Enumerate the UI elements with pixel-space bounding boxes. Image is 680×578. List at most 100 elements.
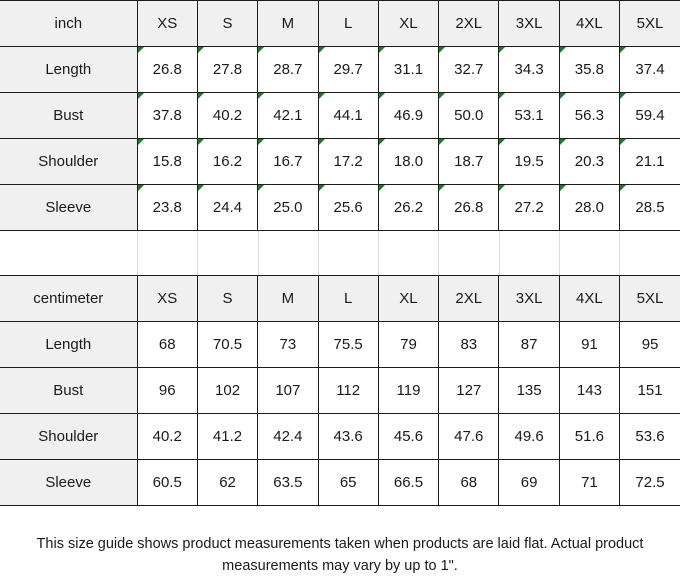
table-row: Shoulder 15.8 16.2 16.7 17.2 18.0 18.7 1… — [0, 138, 680, 185]
inch-shoulder-s: 16.2 — [196, 138, 259, 185]
inch-shoulder-2xl: 18.7 — [438, 138, 500, 185]
inch-length-m: 28.7 — [257, 46, 319, 93]
cm-row-label-sleeve: Sleeve — [0, 459, 138, 506]
cm-size-header-l: L — [317, 275, 379, 322]
inch-length-5xl: 37.4 — [619, 46, 680, 93]
spacer-cell — [257, 231, 318, 275]
spacer-cell — [559, 231, 619, 275]
spacer-cell — [317, 231, 378, 275]
table-row: Length 26.8 27.8 28.7 29.7 31.1 32.7 34.… — [0, 46, 680, 93]
spacer-cell — [438, 231, 498, 275]
inch-bust-xs: 37.8 — [136, 92, 198, 139]
inch-shoulder-4xl: 20.3 — [558, 138, 621, 185]
cm-sleeve-s: 62 — [196, 459, 259, 506]
inch-size-header-3xl: 3XL — [498, 0, 560, 47]
cm-unit-label: centimeter — [0, 275, 138, 322]
cm-bust-2xl: 127 — [438, 367, 500, 414]
cm-sleeve-xs: 60.5 — [136, 459, 198, 506]
inch-size-header-xs: XS — [136, 0, 198, 47]
inch-sleeve-s: 24.4 — [196, 184, 259, 231]
table-spacer-row — [0, 231, 680, 275]
spacer-cell — [498, 231, 559, 275]
cm-shoulder-3xl: 49.6 — [498, 413, 560, 460]
inch-shoulder-l: 17.2 — [317, 138, 379, 185]
inch-bust-m: 42.1 — [257, 92, 319, 139]
inch-size-table: inch XS S M L XL 2XL 3XL 4XL 5XL Length … — [0, 0, 680, 231]
cm-length-xs: 68 — [136, 321, 198, 368]
inch-table-body: Length 26.8 27.8 28.7 29.7 31.1 32.7 34.… — [0, 46, 680, 231]
inch-length-s: 27.8 — [196, 46, 259, 93]
cm-sleeve-5xl: 72.5 — [619, 459, 680, 506]
inch-shoulder-3xl: 19.5 — [498, 138, 560, 185]
inch-length-xs: 26.8 — [136, 46, 198, 93]
cm-bust-5xl: 151 — [619, 367, 680, 414]
cm-shoulder-5xl: 53.6 — [619, 413, 680, 460]
cm-bust-xl: 119 — [377, 367, 440, 414]
cm-table-head: centimeter XS S M L XL 2XL 3XL 4XL 5XL — [0, 275, 680, 322]
inch-length-2xl: 32.7 — [438, 46, 500, 93]
inch-size-header-s: S — [196, 0, 259, 47]
spacer-cell — [378, 231, 438, 275]
cm-size-header-s: S — [196, 275, 259, 322]
inch-sleeve-3xl: 27.2 — [498, 184, 560, 231]
inch-table-head: inch XS S M L XL 2XL 3XL 4XL 5XL — [0, 0, 680, 47]
cm-table-body: Length 68 70.5 73 75.5 79 83 87 91 95 Bu… — [0, 321, 680, 506]
inch-size-header-m: M — [257, 0, 319, 47]
cm-length-xl: 79 — [377, 321, 440, 368]
inch-sleeve-m: 25.0 — [257, 184, 319, 231]
spacer-cell — [137, 231, 197, 275]
cm-length-3xl: 87 — [498, 321, 560, 368]
cm-bust-xs: 96 — [136, 367, 198, 414]
cm-sleeve-m: 63.5 — [257, 459, 319, 506]
cm-shoulder-xs: 40.2 — [136, 413, 198, 460]
inch-size-header-l: L — [317, 0, 379, 47]
cm-sleeve-3xl: 69 — [498, 459, 560, 506]
cm-shoulder-m: 42.4 — [257, 413, 319, 460]
inch-length-3xl: 34.3 — [498, 46, 560, 93]
cm-length-5xl: 95 — [619, 321, 680, 368]
cm-size-header-2xl: 2XL — [438, 275, 500, 322]
inch-bust-2xl: 50.0 — [438, 92, 500, 139]
inch-sleeve-l: 25.6 — [317, 184, 379, 231]
cm-bust-l: 112 — [317, 367, 379, 414]
inch-bust-4xl: 56.3 — [558, 92, 621, 139]
inch-bust-xl: 46.9 — [377, 92, 440, 139]
cm-header-row: centimeter XS S M L XL 2XL 3XL 4XL 5XL — [0, 275, 680, 322]
inch-size-header-5xl: 5XL — [619, 0, 680, 47]
cm-shoulder-l: 43.6 — [317, 413, 379, 460]
size-guide-disclaimer: This size guide shows product measuremen… — [36, 536, 644, 574]
cm-sleeve-2xl: 68 — [438, 459, 500, 506]
cm-shoulder-xl: 45.6 — [377, 413, 440, 460]
table-row: Shoulder 40.2 41.2 42.4 43.6 45.6 47.6 4… — [0, 413, 680, 460]
cm-length-l: 75.5 — [317, 321, 379, 368]
cm-shoulder-4xl: 51.6 — [558, 413, 621, 460]
cm-bust-4xl: 143 — [558, 367, 621, 414]
cm-bust-3xl: 135 — [498, 367, 560, 414]
inch-header-row: inch XS S M L XL 2XL 3XL 4XL 5XL — [0, 0, 680, 47]
cm-sleeve-l: 65 — [317, 459, 379, 506]
inch-sleeve-xs: 23.8 — [136, 184, 198, 231]
cm-size-header-xl: XL — [377, 275, 440, 322]
inch-size-header-xl: XL — [377, 0, 440, 47]
centimeter-size-table: centimeter XS S M L XL 2XL 3XL 4XL 5XL L… — [0, 275, 680, 506]
cm-row-label-shoulder: Shoulder — [0, 413, 138, 460]
inch-shoulder-xs: 15.8 — [136, 138, 198, 185]
inch-row-label-length: Length — [0, 46, 138, 93]
cm-shoulder-s: 41.2 — [196, 413, 259, 460]
cm-sleeve-4xl: 71 — [558, 459, 621, 506]
cm-size-header-xs: XS — [136, 275, 198, 322]
inch-length-4xl: 35.8 — [558, 46, 621, 93]
cm-bust-m: 107 — [257, 367, 319, 414]
inch-sleeve-5xl: 28.5 — [619, 184, 680, 231]
cm-length-4xl: 91 — [558, 321, 621, 368]
inch-size-header-4xl: 4XL — [558, 0, 621, 47]
inch-length-l: 29.7 — [317, 46, 379, 93]
spacer-label-cell — [0, 231, 137, 275]
cm-row-label-bust: Bust — [0, 367, 138, 414]
inch-row-label-sleeve: Sleeve — [0, 184, 138, 231]
table-row: Bust 96 102 107 112 119 127 135 143 151 — [0, 367, 680, 414]
cm-length-s: 70.5 — [196, 321, 259, 368]
inch-bust-l: 44.1 — [317, 92, 379, 139]
cm-row-label-length: Length — [0, 321, 138, 368]
